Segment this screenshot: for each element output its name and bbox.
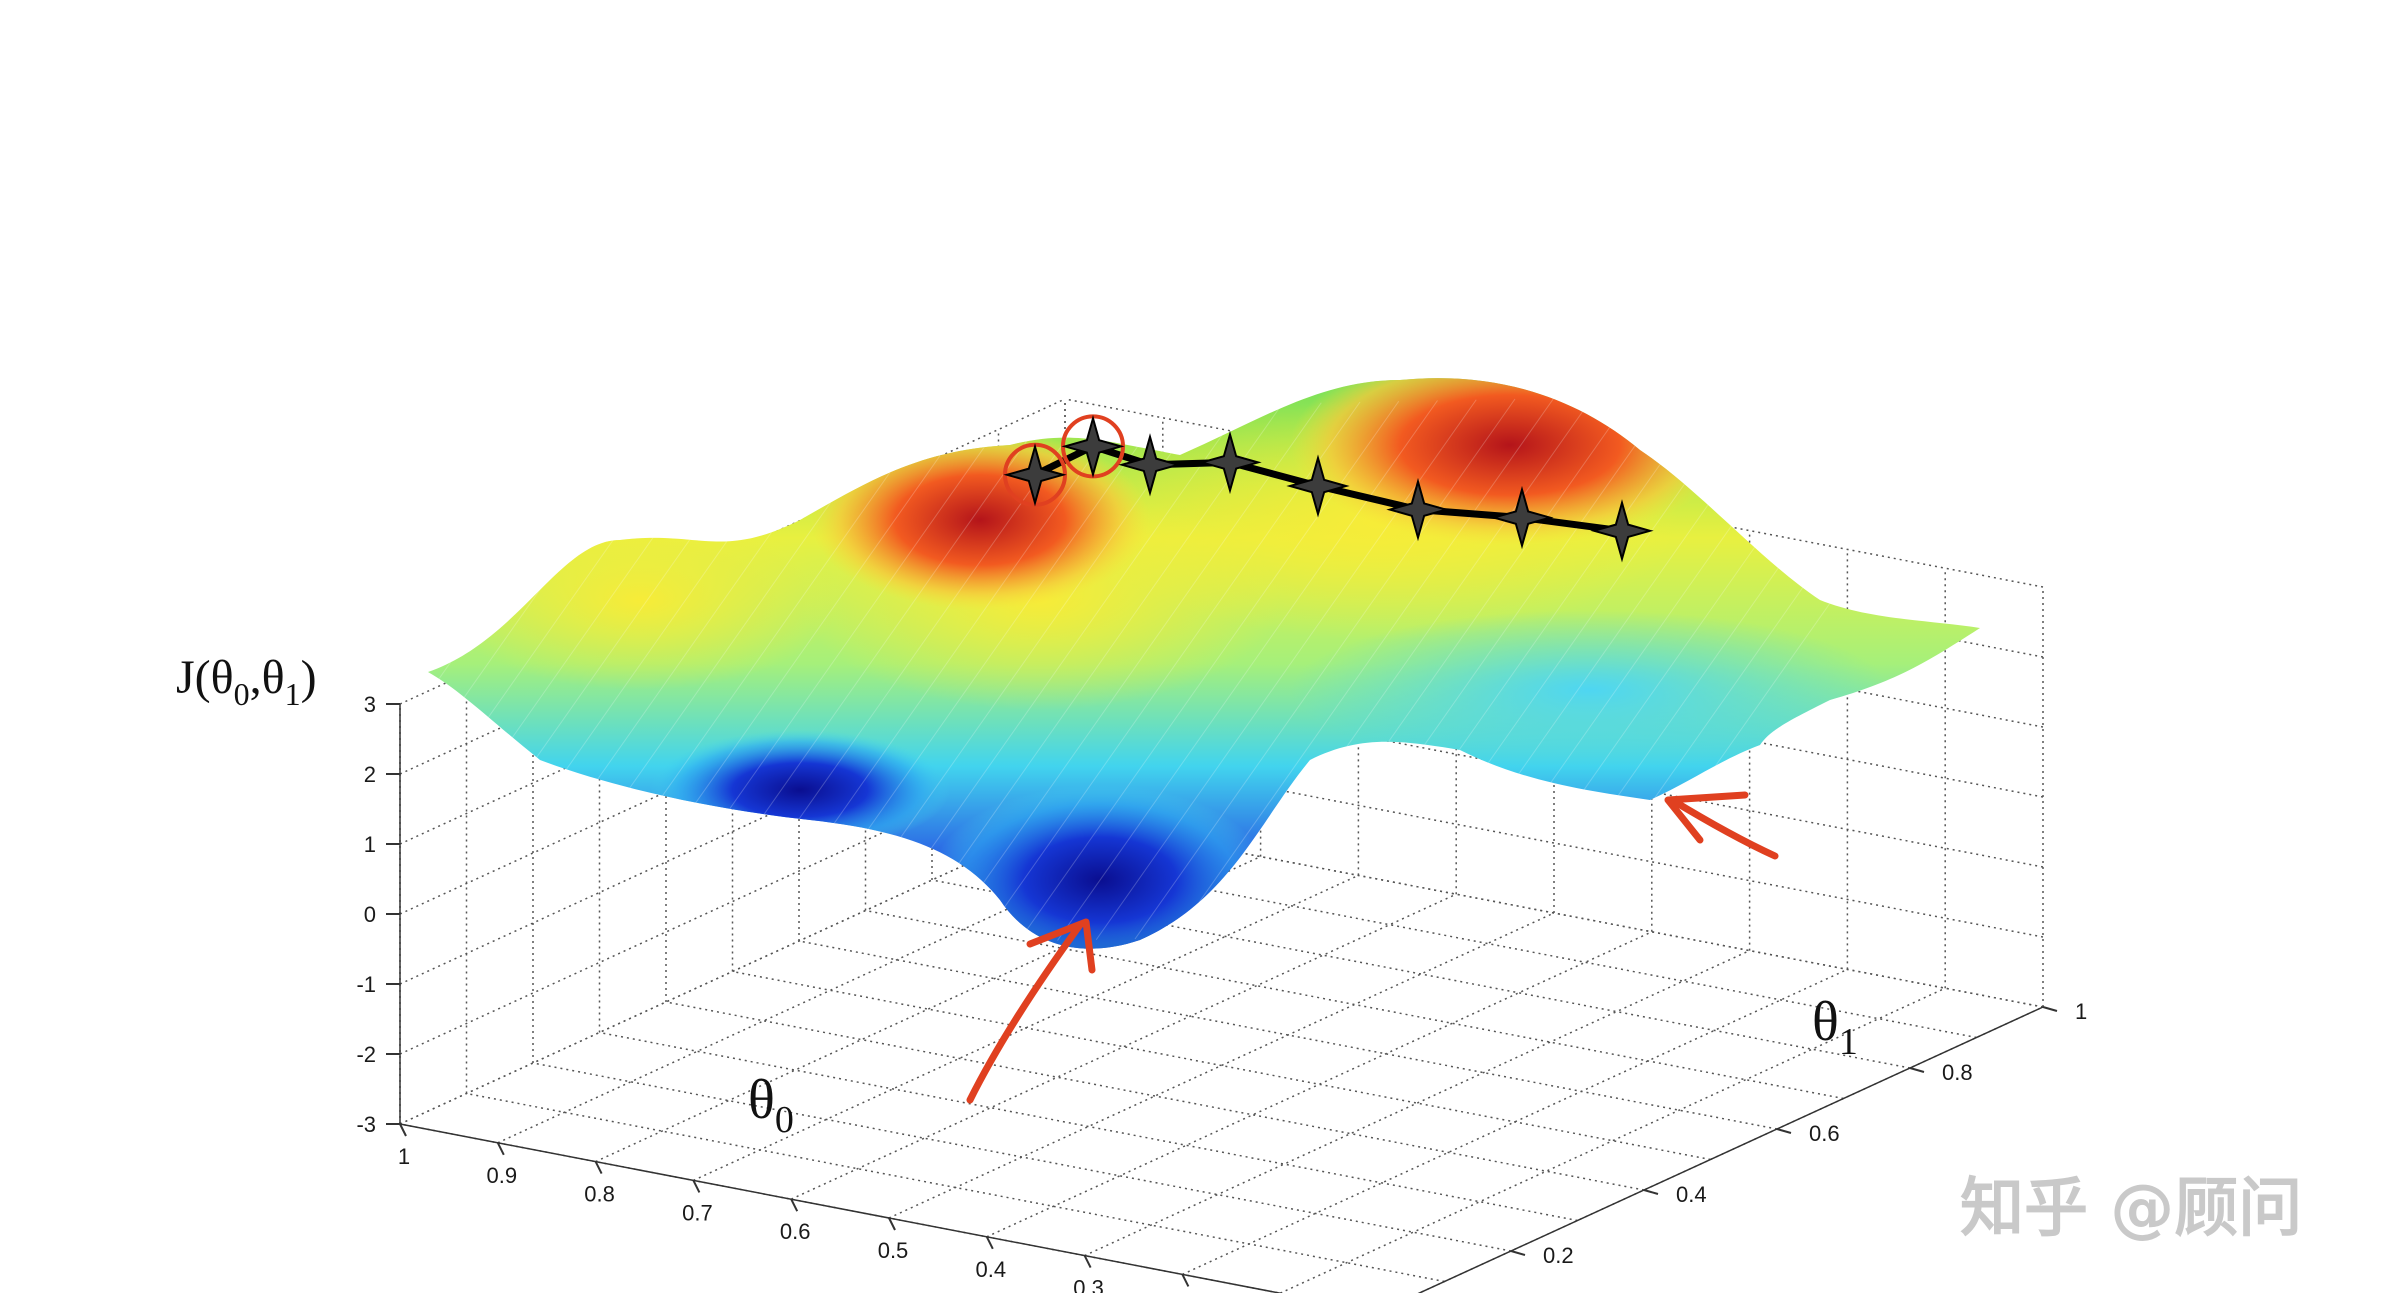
grid-line (732, 970, 1711, 1161)
axis-line (1417, 1006, 2044, 1293)
theta0-tick-label: 0.6 (780, 1219, 811, 1244)
grid-line (532, 1062, 1512, 1252)
red-annotations (966, 791, 1779, 1104)
grid-line (599, 1031, 1578, 1222)
descent-path (1003, 414, 1654, 563)
theta1-tick (1776, 1128, 1792, 1134)
path-step-marker (1061, 414, 1125, 479)
left-peak (810, 430, 1150, 610)
arrow-to-valley (966, 921, 1084, 1104)
theta1-tick-label: 0.2 (1543, 1243, 1574, 1268)
z-tick-label: 0 (364, 902, 376, 927)
theta0-tick-label: 0.3 (1073, 1276, 1104, 1293)
path-step-marker (1118, 433, 1182, 497)
theta1-tick-label: 0.4 (1676, 1182, 1707, 1207)
grid-line (693, 874, 1359, 1182)
yellow-band (440, 510, 840, 690)
axis-line (399, 1123, 1284, 1293)
arrow-to-valley-head (1026, 918, 1096, 974)
theta0-tick (496, 1142, 505, 1156)
grid-line (798, 940, 1778, 1130)
theta0-tick (888, 1217, 896, 1231)
grid-line (595, 855, 1261, 1163)
grid-line (790, 893, 1457, 1200)
watermark-text: 知乎 @顾问 (1960, 1172, 2302, 1246)
path-step-marker (1286, 454, 1350, 518)
theta0-tick-label: 1 (398, 1144, 410, 1169)
theta0-tick (1181, 1273, 1190, 1287)
theta0-tick (1083, 1255, 1092, 1269)
path-step-marker (1590, 499, 1654, 563)
theta1-tick-label: 0.6 (1809, 1121, 1840, 1146)
theta1-tick (1643, 1189, 1659, 1195)
grid-line (399, 538, 1066, 845)
z-tick-label: -2 (356, 1042, 376, 1067)
grid-line (1064, 398, 2044, 588)
theta1-tick (2042, 1006, 2058, 1012)
theta0-tick (399, 1123, 407, 1137)
theta0-axis-label: θ0 (748, 1069, 794, 1141)
grid-line (497, 837, 1164, 1144)
grid-line (466, 1092, 1445, 1283)
path-step-marker (1490, 485, 1554, 550)
z-tick-label: -3 (356, 1112, 376, 1137)
grid-line (865, 909, 1844, 1100)
theta0-tick (692, 1179, 701, 1193)
z-tick-label: 3 (364, 692, 376, 717)
axis-ticks: 3210-1-2-310.90.80.70.60.50.40.30.20.100… (356, 692, 2087, 1293)
grid-line (665, 1001, 1645, 1191)
cost-surface (428, 378, 1980, 949)
grid-line (888, 912, 1555, 1219)
grid-line (1084, 949, 1750, 1257)
grid-line (399, 748, 1066, 1055)
theta0-tick (594, 1161, 603, 1175)
z-tick-label: -1 (356, 972, 376, 997)
path-step-marker (1003, 443, 1067, 507)
grid-line (986, 931, 1653, 1238)
path-step-marker (1198, 430, 1262, 495)
arrow-to-endpoint (1668, 796, 1779, 860)
zhihu-watermark: 知乎 @顾问 (1960, 1172, 2302, 1246)
grid-line (1182, 968, 1848, 1276)
z-tick-label: 1 (364, 832, 376, 857)
theta1-tick (1909, 1067, 1925, 1073)
grid-line (399, 608, 1066, 915)
theta1-axis-label: θ1 (1812, 991, 1858, 1063)
theta0-tick (985, 1236, 994, 1250)
theta1-tick-label: 1 (2075, 999, 2087, 1024)
theta1-tick (1510, 1250, 1526, 1256)
z-tick-label: 2 (364, 762, 376, 787)
theta0-tick-label: 0.9 (487, 1163, 518, 1188)
path-step-marker (1386, 477, 1450, 542)
grid-line (399, 818, 1066, 1125)
z-axis-label: J(θ0,θ1) (176, 651, 317, 712)
cyan-band (1290, 610, 1890, 770)
theta0-tick-label: 0.7 (682, 1200, 713, 1225)
grid-line (399, 1123, 1284, 1293)
theta0-tick-label: 0.4 (976, 1257, 1007, 1282)
grid-line (1417, 1006, 2044, 1293)
theta0-tick-label: 0.5 (878, 1238, 909, 1263)
theta0-tick (790, 1198, 799, 1212)
grid-line (399, 678, 1066, 985)
grid-line (1279, 987, 1946, 1293)
theta0-tick-label: 0.8 (584, 1182, 615, 1207)
arrow-to-endpoint-head (1664, 791, 1749, 844)
theta1-tick-label: 0.8 (1942, 1060, 1973, 1085)
